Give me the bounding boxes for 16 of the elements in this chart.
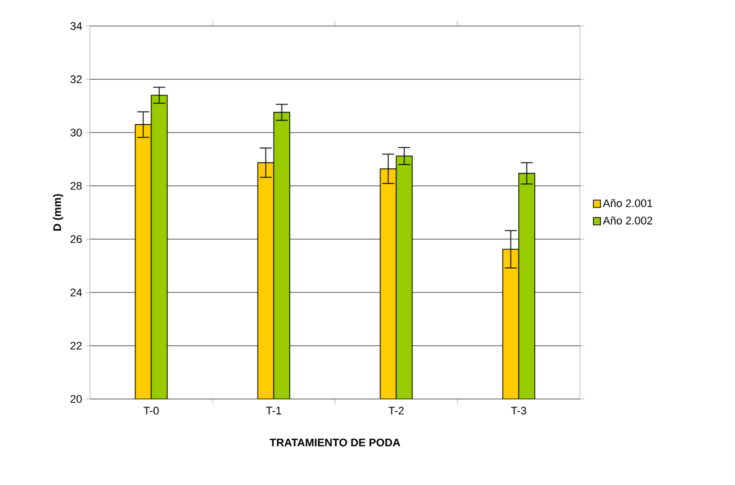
y-tick-label: 22 [70,342,82,350]
y-tick-label: 30 [70,128,82,136]
x-tick-label: T-3 [511,406,526,415]
y-tick-label: 24 [70,288,82,296]
y-tick-label: 34 [70,22,82,30]
x-tick-label: T-0 [144,406,159,415]
y-tick-label: 26 [70,235,82,244]
y-tick-label: 28 [70,182,82,190]
y-tick-label: 32 [70,75,82,84]
x-tick-label: T-1 [266,406,282,414]
legend-label: Año 2.001 [602,199,652,208]
x-tick-label: T-2 [388,406,404,414]
x-axis-title: TRATAMIENTO DE PODA [270,438,400,446]
y-tick-label: 20 [70,395,82,403]
legend-label: Año 2.002 [602,216,652,224]
y-axis-title: D (mm) [52,194,64,231]
